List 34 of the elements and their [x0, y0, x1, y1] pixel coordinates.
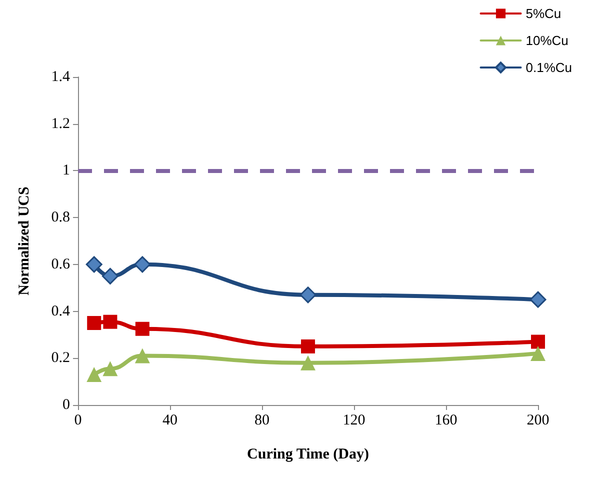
point: [530, 346, 546, 361]
x-tick-label: 80: [254, 412, 270, 428]
y-tick-label: 1: [62, 162, 70, 179]
x-tick-label: 0: [74, 412, 82, 428]
y-tick-label: 0.2: [51, 350, 70, 366]
point: [300, 286, 316, 304]
y-axis-title: Normalized UCS: [16, 186, 32, 296]
y-tick-label: 0.6: [51, 256, 70, 272]
x-tick-label: 200: [526, 412, 550, 428]
y-tick-label: 1.4: [51, 69, 70, 85]
y-tick-label: 1.2: [51, 116, 70, 132]
point: [87, 316, 102, 330]
x-tick-label: 160: [434, 412, 458, 428]
legend-label: 5%Cu: [526, 6, 562, 21]
point: [301, 339, 315, 354]
point: [103, 314, 118, 329]
point: [134, 348, 150, 364]
point: [135, 322, 150, 336]
point: [86, 367, 102, 382]
x-tick-label: 120: [342, 412, 366, 428]
y-tick-label: 0.4: [51, 303, 70, 320]
point: [102, 268, 118, 284]
legend-label: 10%Cu: [526, 33, 568, 48]
point: [530, 291, 546, 308]
point: [300, 355, 316, 370]
point: [134, 256, 151, 273]
x-axis-title: Curing Time (Day): [247, 446, 369, 462]
legend-label: 0.1%Cu: [526, 60, 572, 75]
y-tick-label: 0: [62, 397, 70, 413]
point: [531, 334, 545, 349]
y-tick-label: 0.8: [51, 210, 70, 226]
point: [102, 361, 118, 376]
point: [86, 256, 102, 273]
x-tick-label: 40: [162, 412, 178, 428]
